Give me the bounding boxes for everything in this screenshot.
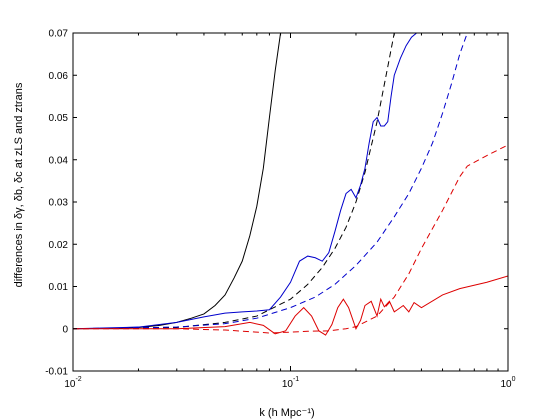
series-line-blue-dashed — [73, 33, 468, 330]
axes: -0.01 0 0.01 0.02 0.03 0.04 0.05 0.06 0.07 10-2 10… — [45, 29, 515, 391]
series-line-blue-solid — [73, 33, 417, 330]
x-tick-label: 100 — [500, 376, 515, 390]
x-axis-label: k (h Mpc⁻¹) — [259, 407, 314, 419]
y-tick-label: 0.01 — [49, 282, 69, 293]
series-group — [73, 33, 508, 336]
y-tick-label: 0.02 — [49, 240, 69, 251]
y-tick-label: 0.07 — [49, 29, 69, 40]
series-line-red-dashed — [73, 144, 508, 334]
y-axis-label: differences in δγ, δb, δc at zLS and ztr… — [13, 82, 25, 287]
y-tick-label: 0 — [62, 324, 68, 335]
x-tick-label: 10-1 — [282, 376, 299, 390]
series-line-red-solid — [73, 275, 508, 336]
y-tick-label: 0.04 — [49, 155, 69, 166]
y-tick-label: 0.03 — [49, 198, 69, 209]
series-line-black-solid — [73, 33, 282, 330]
y-tick-label: -0.01 — [45, 367, 68, 378]
x-tick-label: 10-2 — [64, 376, 81, 390]
series-line-black-dashed — [73, 33, 395, 330]
axes-frame — [72, 32, 509, 372]
y-tick-label: 0.05 — [49, 113, 69, 124]
y-tick-label: 0.06 — [49, 71, 69, 82]
